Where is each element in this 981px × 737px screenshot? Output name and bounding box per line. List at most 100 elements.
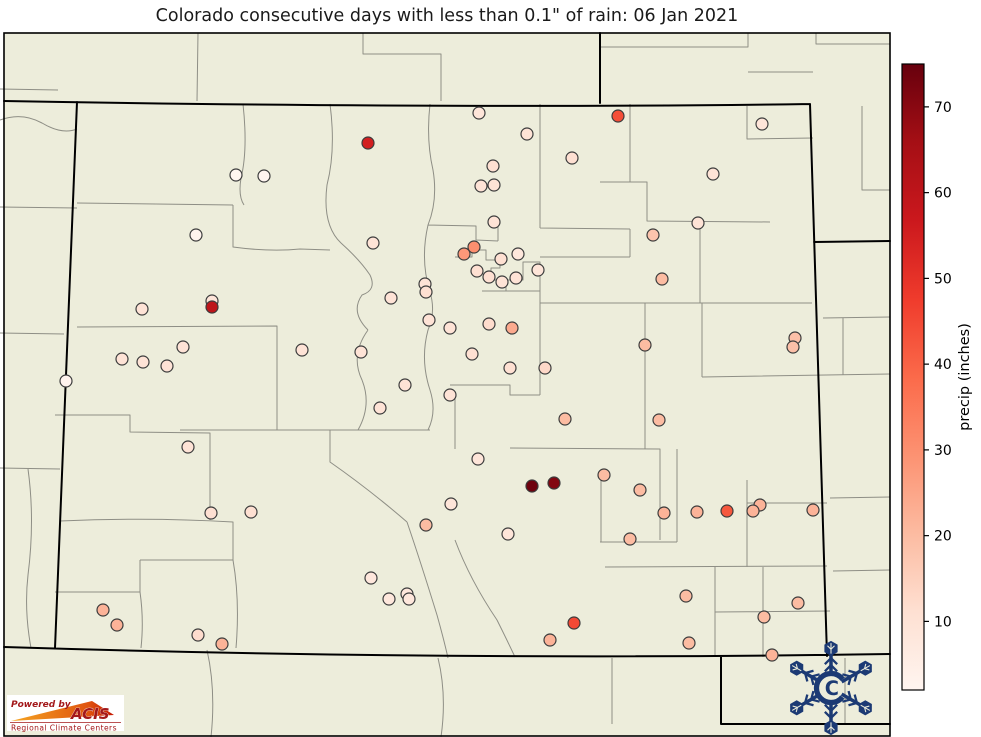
station-point [457,247,471,261]
station-point [682,636,696,650]
station-point [474,179,488,193]
station-point [471,452,485,466]
station-point [419,518,433,532]
station-point [191,628,205,642]
station-point [470,264,484,278]
station-point [467,240,481,254]
station-point [366,236,380,250]
station-point [765,648,779,662]
colorbar-tick-label: 50 [934,271,952,287]
colorbar-ticks: 10 20 30 40 50 60 70 [924,100,952,630]
station-points-layer [59,106,820,662]
snowflake-icon: C [785,639,877,737]
station-point [382,592,396,606]
station-point [229,168,243,182]
station-point [204,506,218,520]
station-point [487,215,501,229]
acis-swoosh-icon [11,701,114,721]
station-point [96,603,110,617]
station-point [205,300,219,314]
station-point [720,504,734,518]
station-point [791,596,805,610]
station-point [110,618,124,632]
station-point [181,440,195,454]
acis-name: ACIS [70,705,110,723]
station-point [482,270,496,284]
station-point [505,321,519,335]
station-point [633,483,647,497]
station-point [160,359,174,373]
station-point [547,476,561,490]
station-point [354,345,368,359]
station-point [655,272,669,286]
station-point [511,247,525,261]
station-point [538,361,552,375]
station-point [657,506,671,520]
station-point [652,413,666,427]
station-point [59,374,73,388]
acis-powered-by: Powered by [11,700,72,710]
station-point [486,159,500,173]
station-point [543,633,557,647]
station-point [402,592,416,606]
station-point [567,616,581,630]
station-point [135,302,149,316]
station-point [398,378,412,392]
station-point [565,151,579,165]
station-point [419,285,433,299]
station-point [757,610,771,624]
map-background [4,33,890,736]
station-point [501,527,515,541]
station-point [465,347,479,361]
station-point [558,412,572,426]
station-point [690,505,704,519]
station-point [487,178,501,192]
station-point [755,117,769,131]
station-point [176,340,190,354]
station-point [494,252,508,266]
station-point [422,313,436,327]
snowflake-c-ring [813,670,849,706]
station-point [115,352,129,366]
chart-title: Colorado consecutive days with less than… [156,6,739,26]
colorbar: 10 20 30 40 50 60 70 precip (inches) [901,63,973,691]
station-point [444,497,458,511]
station-point [257,169,271,183]
station-point [443,388,457,402]
station-point [215,637,229,651]
colorbar-bar [901,63,925,691]
station-point [638,338,652,352]
station-point [495,275,509,289]
colorbar-tick-label: 30 [934,443,952,459]
station-point [373,401,387,415]
station-point [806,503,820,517]
station-point [503,361,517,375]
colorbar-tick-label: 10 [934,614,952,630]
station-point [520,127,534,141]
station-point [679,589,693,603]
station-point [525,479,539,493]
station-point [384,291,398,305]
acis-subtitle: Regional Climate Centers [11,724,117,733]
snowflake-letter: C [825,677,839,700]
station-point [646,228,660,242]
county-lines [0,32,891,737]
station-point [706,167,720,181]
station-point [361,136,375,150]
station-point [786,340,800,354]
colorbar-tick-label: 60 [934,186,952,202]
colorbar-tick-label: 40 [934,357,952,373]
colorbar-tick-label: 20 [934,529,952,545]
station-point [611,109,625,123]
station-point [482,317,496,331]
station-point [244,505,258,519]
station-point [472,106,486,120]
station-point [364,571,378,585]
station-point [443,321,457,335]
acis-logo: Powered by ACIS Regional Climate Centers [7,695,124,733]
station-point [691,216,705,230]
colorbar-axis-label: precip (inches) [957,323,973,431]
station-point [509,271,523,285]
station-point [136,355,150,369]
